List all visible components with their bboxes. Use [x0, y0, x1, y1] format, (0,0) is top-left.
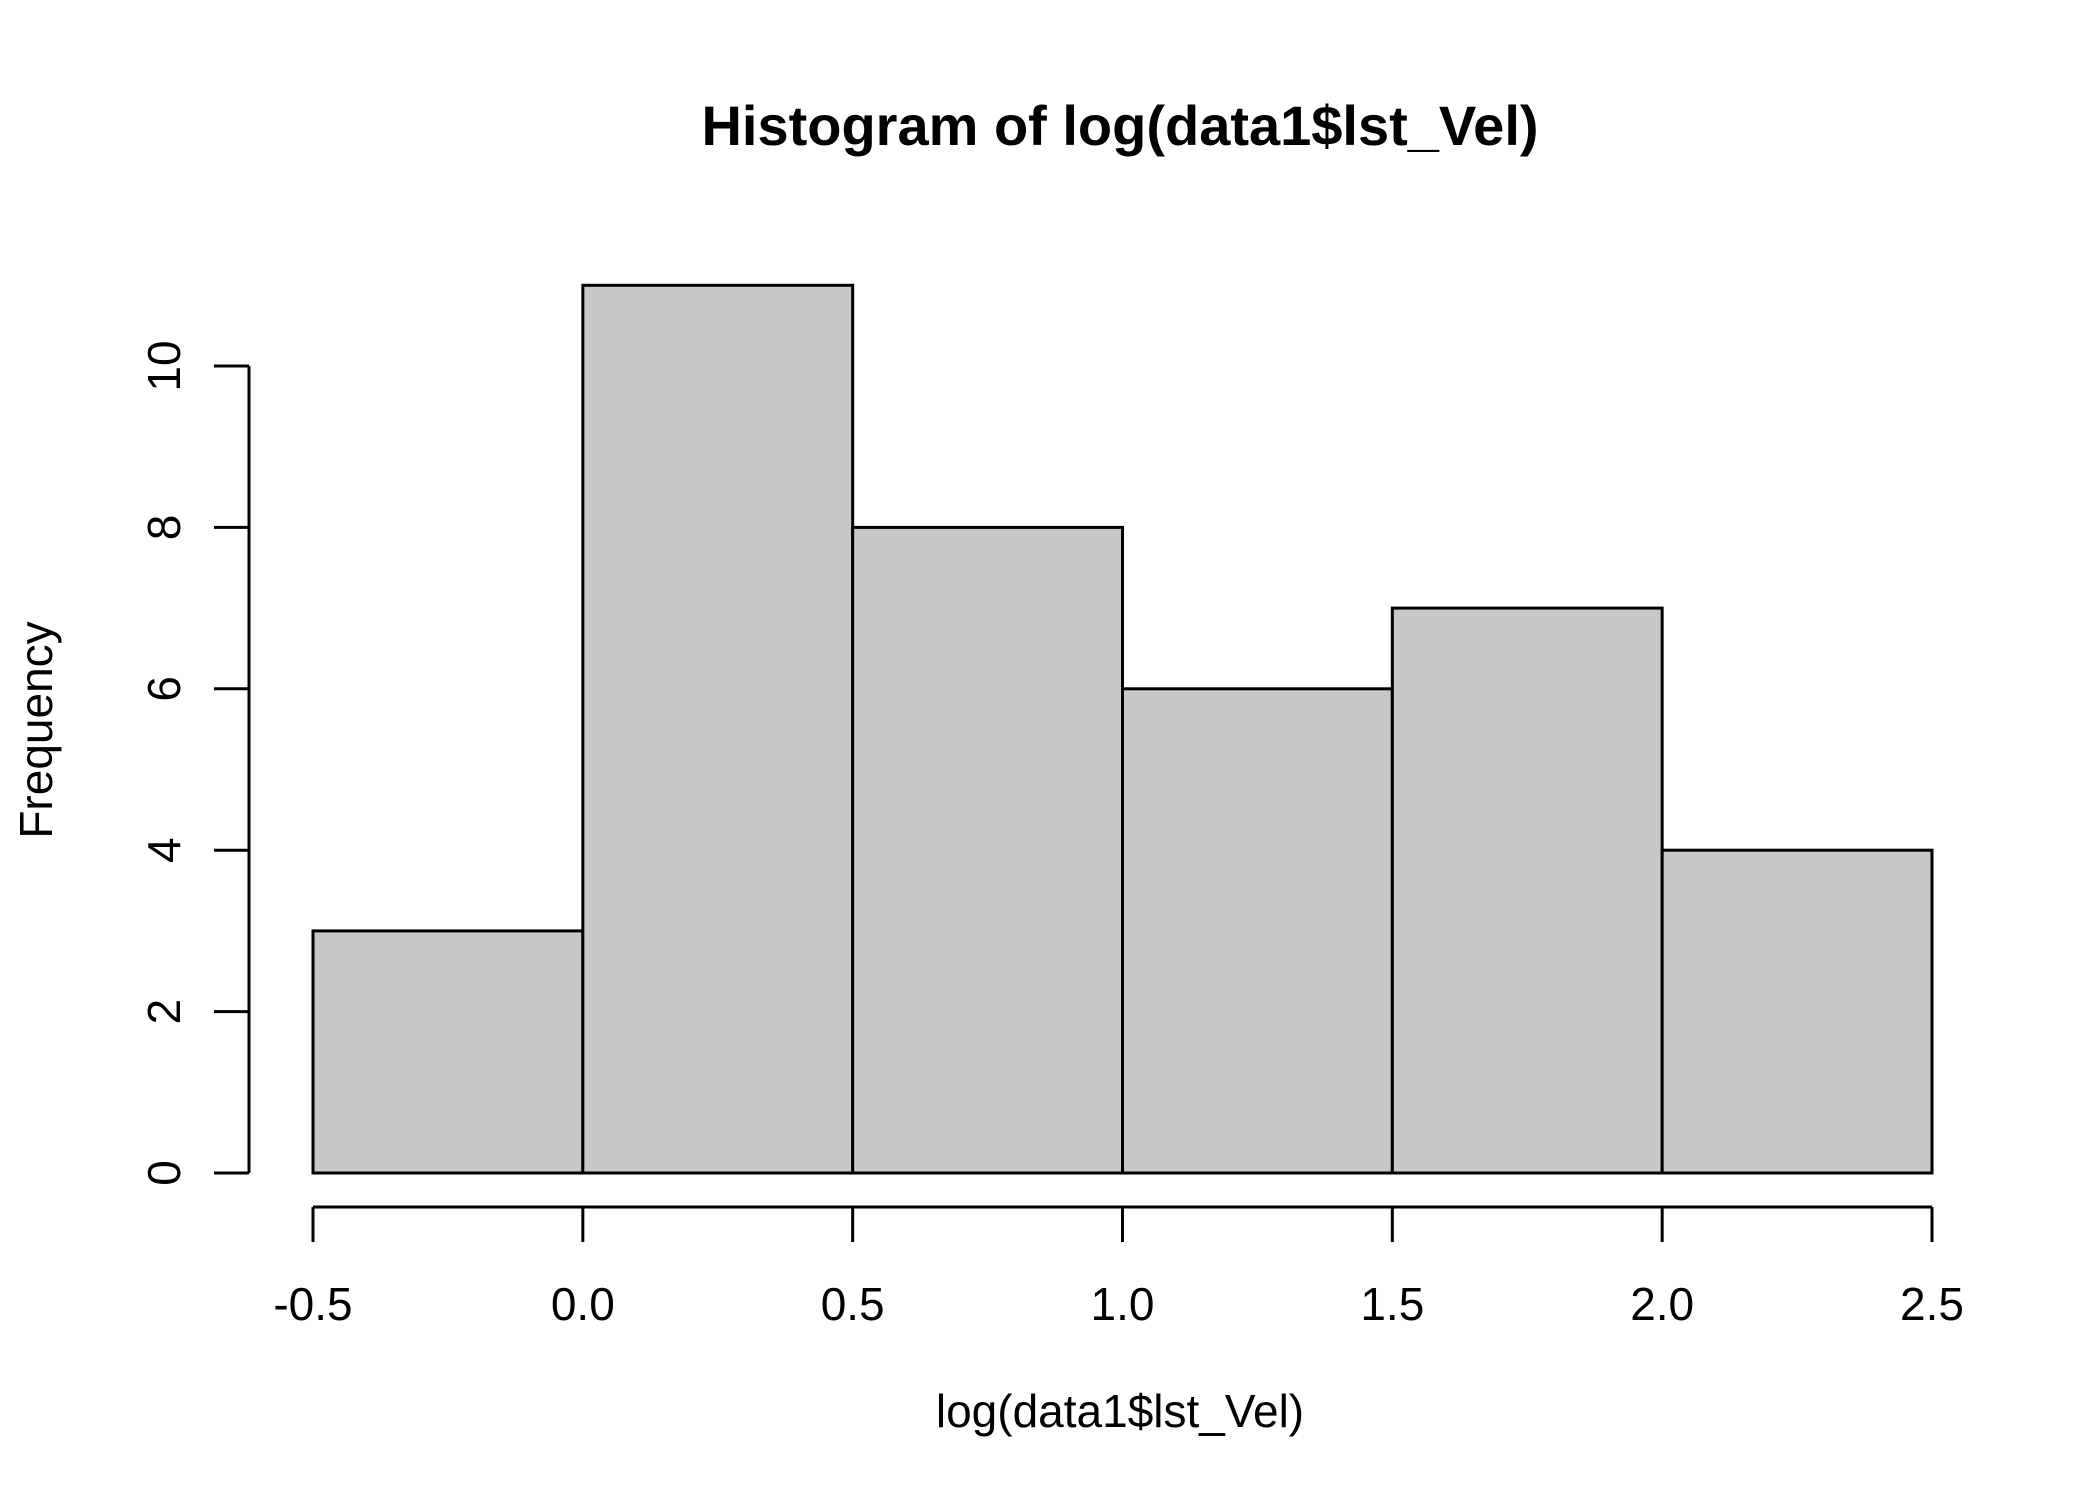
x-tick-label-0: -0.5: [273, 1278, 352, 1330]
histogram-bar-2: [851, 525, 1125, 1175]
y-tick-label-5: 10: [138, 340, 190, 391]
y-tick-label-0: 0: [138, 1160, 190, 1186]
x-axis: -0.5 0.0 0.5 1.0 1.5 2.0 2.5: [273, 1205, 1964, 1330]
y-axis-label: Frequency: [10, 621, 62, 838]
y-tick-label-2: 4: [138, 837, 190, 863]
y-tick-label-3: 6: [138, 676, 190, 702]
x-tick-label-3: 1.0: [1091, 1278, 1155, 1330]
histogram-bar-3: [1121, 687, 1394, 1175]
x-tick-label-5: 2.0: [1630, 1278, 1694, 1330]
chart-title: Histogram of log(data1$lst_Vel): [701, 94, 1538, 157]
x-tick-label-4: 1.5: [1360, 1278, 1424, 1330]
y-tick-label-4: 8: [138, 515, 190, 541]
histogram-bar-0: [311, 929, 585, 1175]
histogram-bar-1: [581, 283, 855, 1175]
histogram-bar-5: [1660, 848, 1934, 1175]
x-tick-label-2: 0.5: [821, 1278, 885, 1330]
y-tick-label-1: 2: [138, 999, 190, 1025]
bars-group: [311, 283, 1934, 1175]
x-axis-label: log(data1$lst_Vel): [936, 1385, 1304, 1437]
x-tick-label-6: 2.5: [1900, 1278, 1964, 1330]
y-axis: 0 2 4 6 8 10: [138, 340, 251, 1186]
x-tick-label-1: 0.0: [551, 1278, 615, 1330]
histogram-bar-4: [1390, 606, 1664, 1175]
